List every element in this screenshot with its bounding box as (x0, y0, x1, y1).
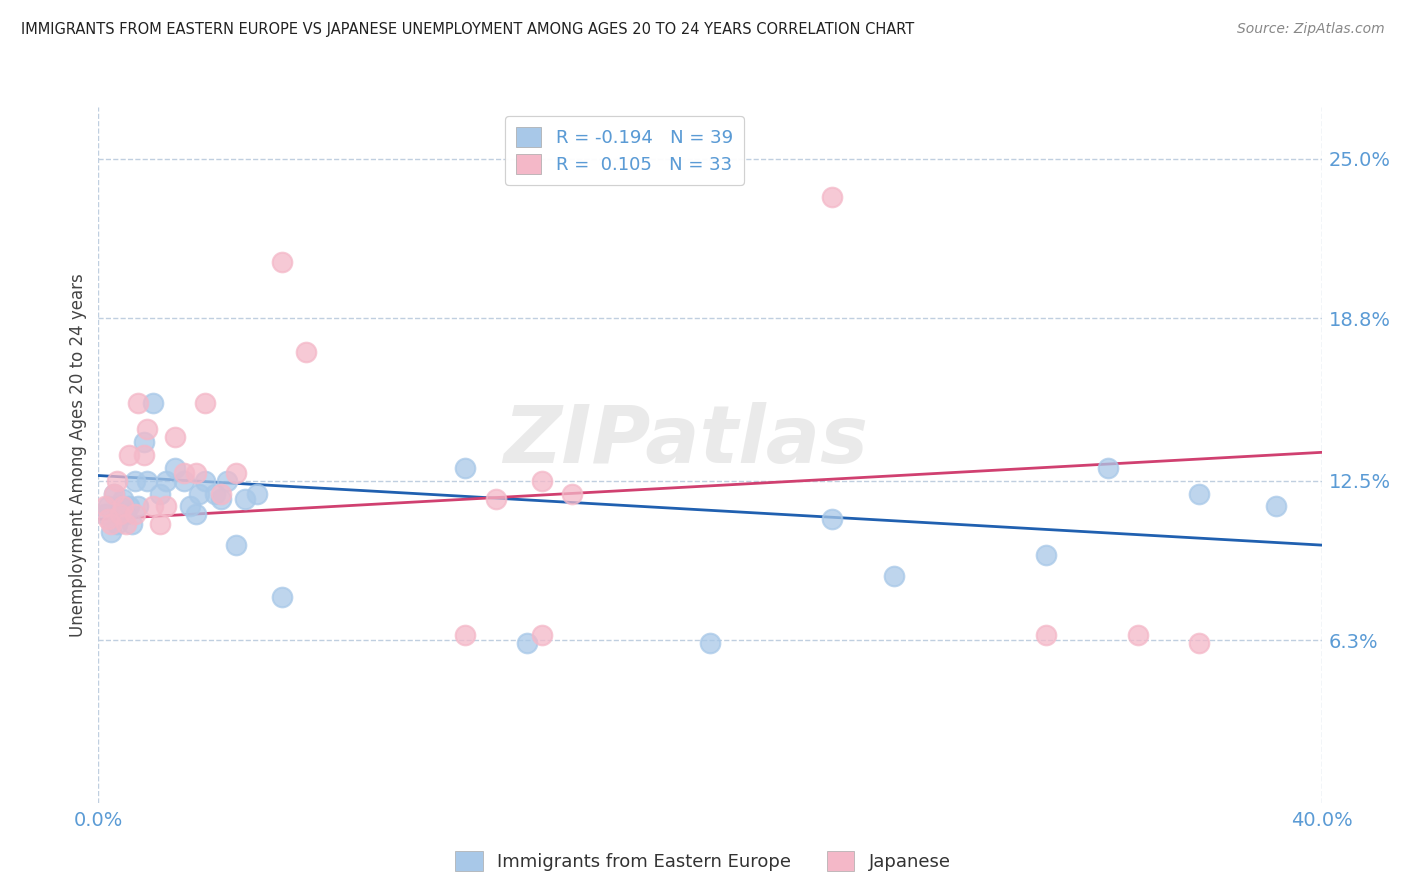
Point (530, 628, 553, 642)
Point (142, 500, 165, 514)
Point (295, 344, 318, 359)
Point (103, 486, 125, 500)
Point (118, 500, 141, 514)
Point (115, 517, 138, 532)
Point (1035, 549, 1057, 563)
Point (1035, 628, 1057, 642)
Point (134, 448, 156, 462)
Point (111, 491, 134, 506)
Point (105, 474, 128, 488)
Point (215, 474, 238, 488)
Point (127, 396, 149, 410)
Point (134, 435, 156, 450)
Point (100, 525, 122, 540)
Point (270, 254, 292, 268)
Point (136, 422, 159, 436)
Point (516, 636, 538, 650)
Text: ZIPatlas: ZIPatlas (503, 402, 868, 480)
Text: IMMIGRANTS FROM EASTERN EUROPE VS JAPANESE UNEMPLOYMENT AMONG AGES 20 TO 24 YEAR: IMMIGRANTS FROM EASTERN EUROPE VS JAPANE… (21, 22, 914, 37)
Point (173, 466, 195, 480)
Point (209, 491, 232, 506)
Point (225, 538, 247, 552)
Point (173, 474, 195, 488)
Point (270, 590, 292, 604)
Point (105, 517, 128, 532)
Y-axis label: Unemployment Among Ages 20 to 24 years: Unemployment Among Ages 20 to 24 years (69, 273, 87, 637)
Point (1188, 486, 1211, 500)
Point (188, 486, 211, 500)
Point (204, 486, 226, 500)
Point (209, 486, 232, 500)
Text: Source: ZipAtlas.com: Source: ZipAtlas.com (1237, 22, 1385, 37)
Point (97, 512, 120, 526)
Point (108, 500, 131, 514)
Point (124, 474, 146, 488)
Point (179, 500, 201, 514)
Point (149, 486, 172, 500)
Point (149, 517, 172, 532)
Point (155, 474, 177, 488)
Point (124, 507, 146, 521)
Point (155, 500, 177, 514)
Point (233, 491, 256, 506)
Point (225, 466, 247, 480)
Point (246, 486, 269, 500)
Point (108, 507, 131, 521)
Point (186, 507, 208, 521)
Point (454, 628, 477, 642)
Point (699, 636, 721, 650)
Point (127, 500, 149, 514)
Point (561, 486, 583, 500)
Point (163, 430, 186, 444)
Point (100, 517, 122, 532)
Point (454, 460, 477, 475)
Point (93, 507, 115, 521)
Point (163, 460, 186, 475)
Point (530, 474, 553, 488)
Point (121, 517, 143, 532)
Point (1188, 636, 1211, 650)
Point (1128, 628, 1150, 642)
Point (186, 466, 208, 480)
Point (1097, 460, 1119, 475)
Point (97, 500, 120, 514)
Point (194, 474, 217, 488)
Point (485, 491, 508, 506)
Legend: R = -0.194   N = 39, R =  0.105   N = 33: R = -0.194 N = 39, R = 0.105 N = 33 (505, 116, 744, 185)
Point (194, 396, 217, 410)
Point (115, 507, 138, 521)
Point (136, 474, 159, 488)
Point (1264, 500, 1286, 514)
Point (93, 500, 115, 514)
Point (142, 396, 165, 410)
Point (821, 190, 844, 204)
Point (111, 500, 134, 514)
Point (821, 512, 844, 526)
Point (118, 448, 141, 462)
Legend: Immigrants from Eastern Europe, Japanese: Immigrants from Eastern Europe, Japanese (449, 844, 957, 879)
Point (883, 569, 905, 583)
Point (103, 486, 125, 500)
